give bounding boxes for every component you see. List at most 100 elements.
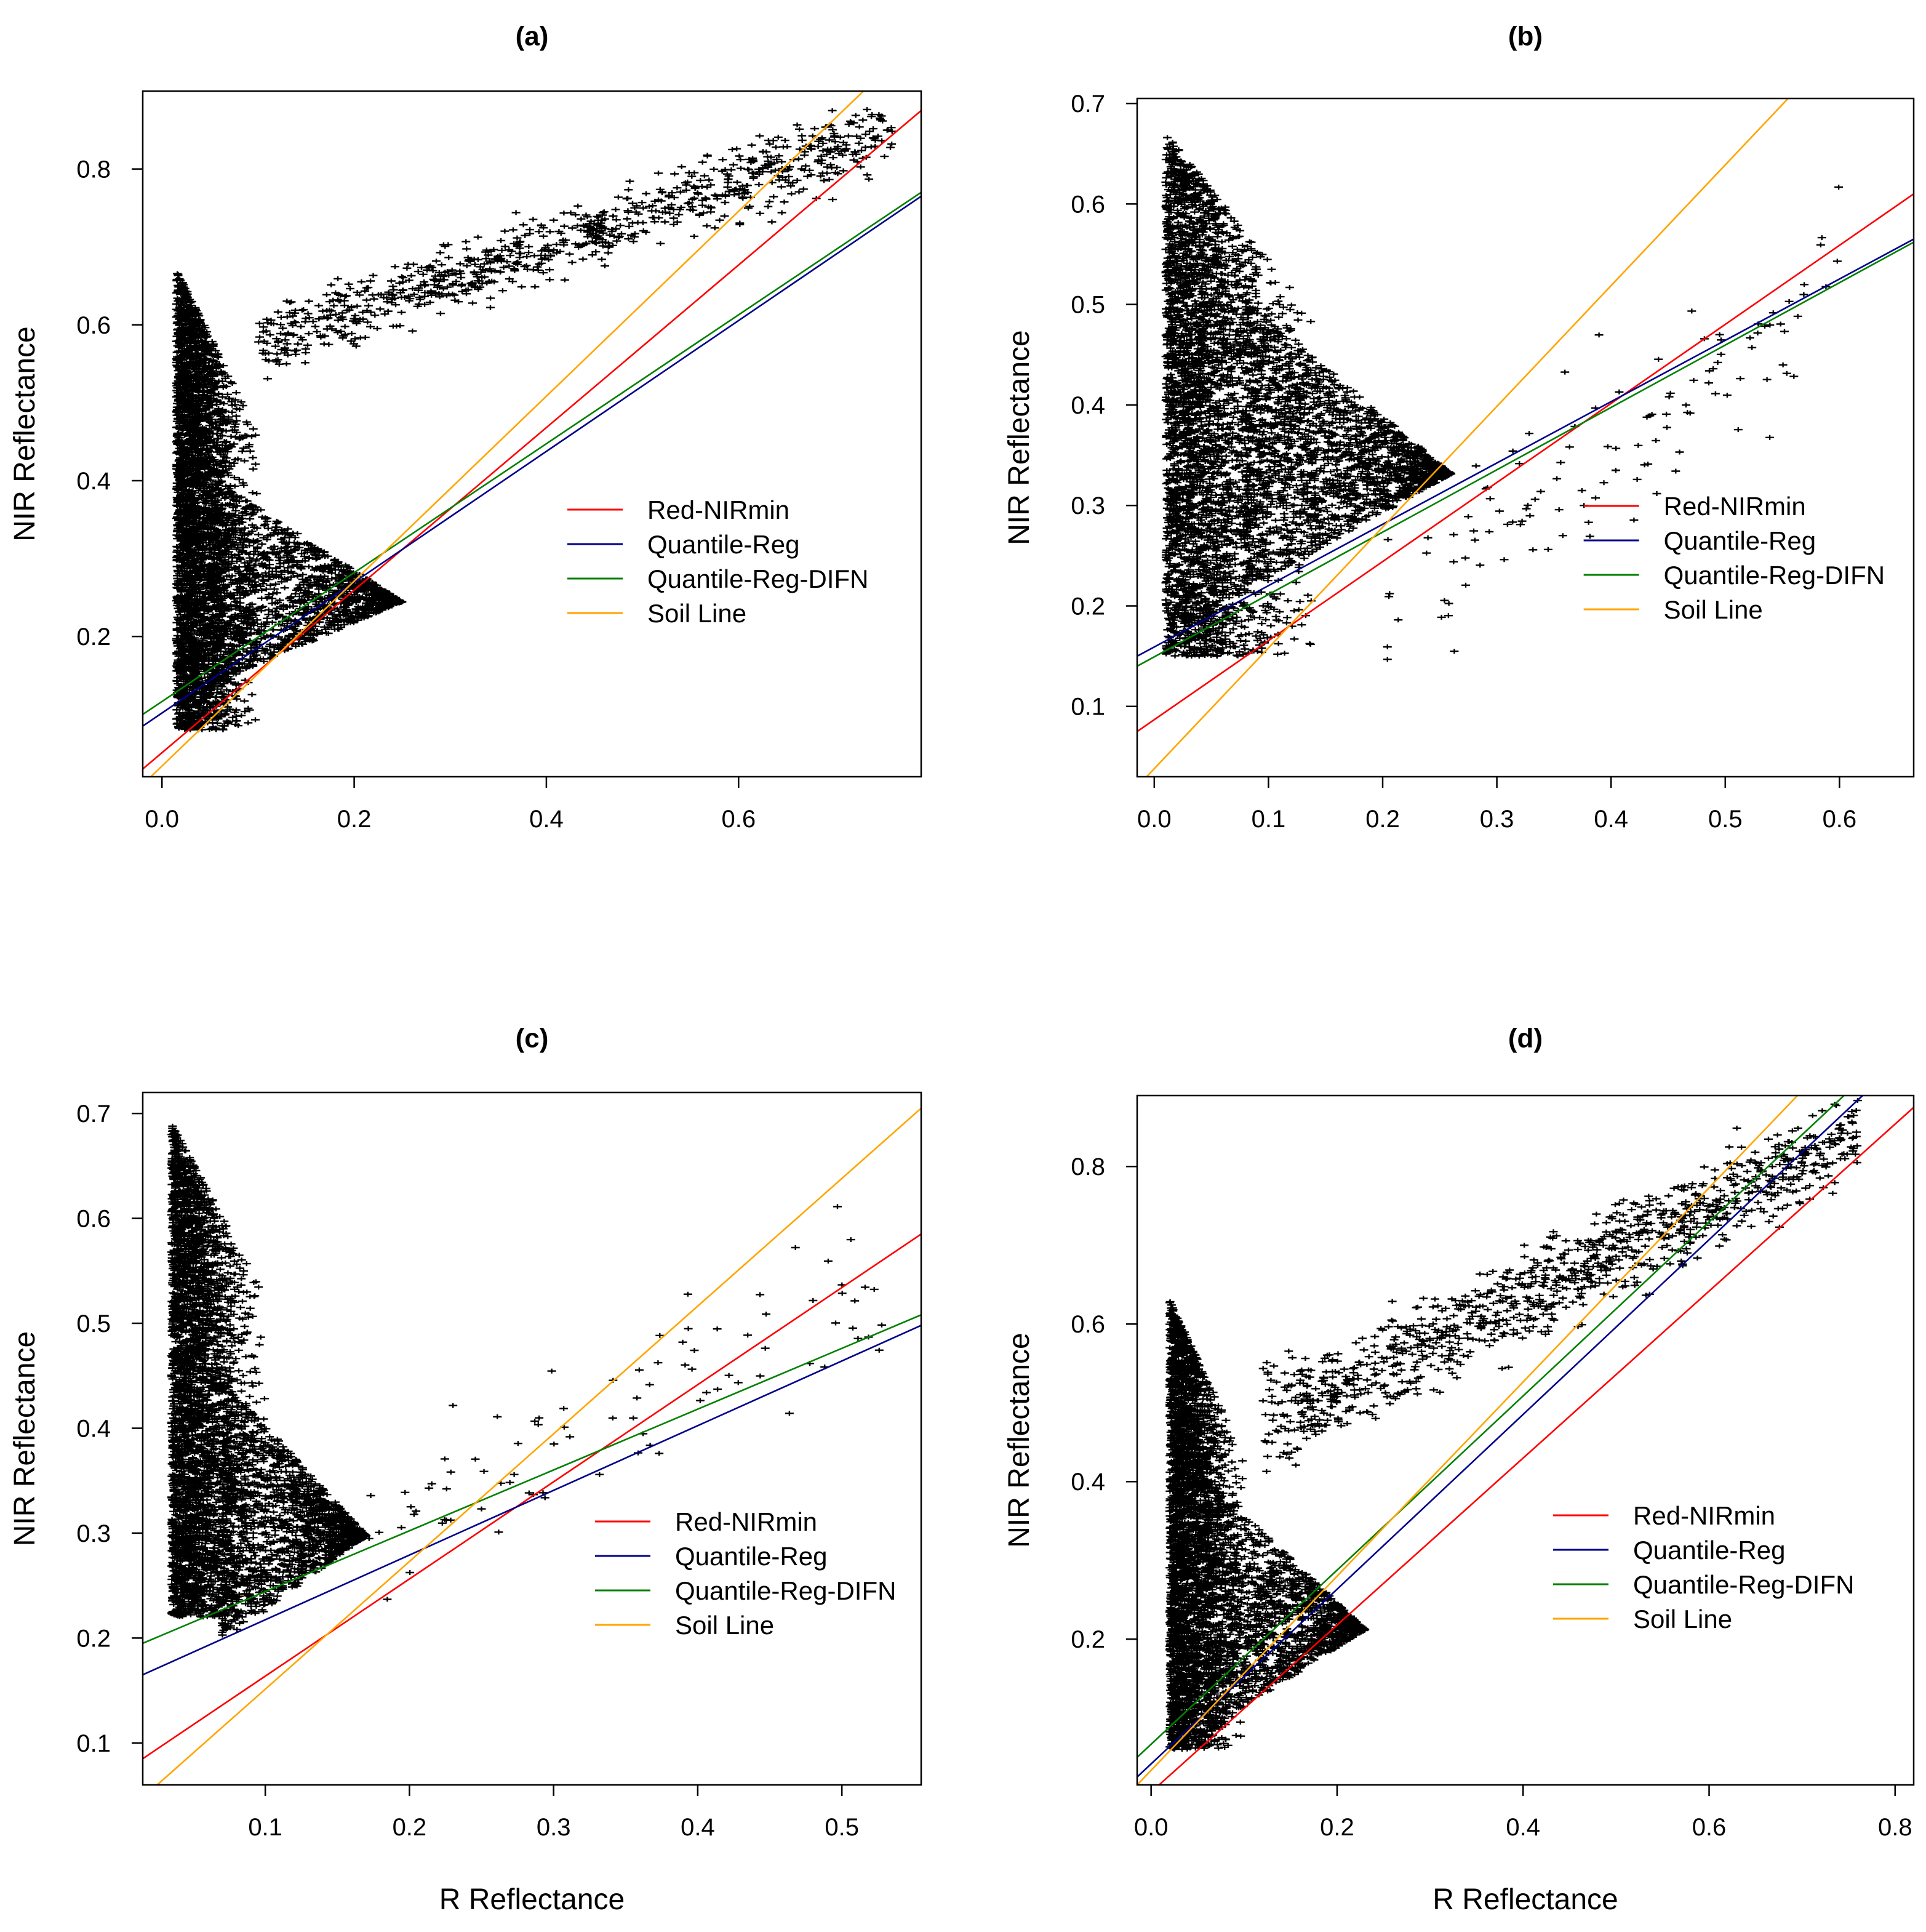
y-axis-label: NIR Reflectance [9,1331,41,1546]
x-tick-label: 0.2 [1365,806,1400,833]
legend-label: Quantile-Reg-DIFN [1664,561,1885,590]
y-tick-label: 0.4 [76,1415,111,1442]
x-tick-label: 0.2 [337,806,372,833]
y-tick-label: 0.5 [1071,292,1105,319]
y-tick-label: 0.6 [1071,191,1105,218]
x-tick-label: 0.5 [1708,806,1743,833]
panel-a: (a) 0.0 0.2 0.4 0.6 0.2 0.4 0.6 0.8 NIR Reflectan… [9,22,922,833]
line-quantile-reg [143,1325,921,1676]
x-tick-label: 0.8 [1878,1814,1912,1841]
y-tick-label: 0.7 [1071,90,1105,118]
plot-frame [1136,97,1915,778]
y-tick-label: 0.1 [1071,694,1105,721]
plot-frame [142,1091,922,1786]
line-soil-line [156,1107,921,1785]
scatter-marks [167,1123,886,1638]
y-tick-label: 0.2 [76,623,111,651]
x-tick-label: 0.4 [529,806,564,833]
legend-label: Red-NIRmin [1664,492,1806,521]
line-red-nirmin [143,110,921,770]
y-tick-label: 0.3 [76,1520,111,1547]
x-tick-label: 0.3 [1480,806,1514,833]
line-red-nirmin [1157,1107,1914,1785]
y-tick-label: 0.6 [76,1206,111,1233]
line-red-nirmin [1137,193,1914,732]
plot-frame [1136,1094,1915,1786]
x-axis-label: R Reflectance [439,1883,625,1916]
legend-label: Red-NIRmin [675,1507,817,1536]
x-tick-label: 0.6 [1823,806,1857,833]
panel-b: (b) 0.0 0.1 0.2 0.3 0.4 0.5 0.6 0.1 0.2 0.3 0.4 0.5 0… [1003,22,1915,833]
legend-label: Quantile-Reg-DIFN [1633,1570,1854,1599]
legend-label: Soil Line [1664,595,1763,624]
panel-title: (a) [516,22,549,52]
x-axis-label: R Reflectance [1433,1883,1618,1916]
line-quantile-reg [143,195,921,727]
y-tick-label: 0.7 [76,1100,111,1128]
line-soil-line [1137,1096,1799,1785]
x-tick-label: 0.4 [681,1814,715,1841]
panel-c: (c) 0.1 0.2 0.3 0.4 0.5 0.1 0.2 0.3 0.4 0.5 0.6 0.7 N… [9,1024,922,1916]
scatter-marks [1161,135,1844,662]
y-tick-label: 0.2 [1071,593,1105,620]
scatter-marks [172,106,897,732]
legend-label: Soil Line [1633,1605,1732,1633]
panel-d: (d) 0.0 0.2 0.4 0.6 0.8 0.2 0.4 0.6 0.8 NIR Reflec… [1003,1024,1915,1916]
x-tick-label: 0.0 [1137,806,1172,833]
legend-label: Quantile-Reg [1664,526,1816,555]
line-soil-line [1145,98,1789,777]
y-tick-label: 0.5 [76,1310,111,1337]
legend: Red-NIRmin Quantile-Reg Quantile-Reg-DIFN S… [595,1507,896,1640]
y-tick-label: 0.3 [1071,492,1105,519]
panel-title: (c) [516,1024,549,1054]
panel-title: (b) [1508,22,1543,52]
legend: Red-NIRmin Quantile-Reg Quantile-Reg-DIFN S… [1553,1501,1854,1633]
x-tick-label: 0.2 [393,1814,427,1841]
scatter-points [1165,1098,1862,1752]
x-tick-label: 0.1 [248,1814,282,1841]
y-tick-label: 0.4 [1071,392,1105,419]
legend: Red-NIRmin Quantile-Reg Quantile-Reg-DIFN S… [1583,492,1885,624]
scatter-marks [1165,1098,1862,1752]
plot-area [1137,98,1914,777]
line-quantile-reg-difn [1137,1096,1845,1758]
line-quantile-reg-difn [143,191,921,715]
x-tick-label: 0.1 [1252,806,1286,833]
y-axis-label: NIR Reflectance [1003,330,1036,545]
x-tick-label: 0.5 [825,1814,859,1841]
line-soil-line [150,91,865,777]
line-quantile-reg [1137,238,1914,657]
legend-label: Red-NIRmin [1633,1501,1775,1530]
legend-label: Soil Line [675,1611,774,1640]
plot-area [1137,1096,1914,1785]
x-tick-label: 0.0 [1134,1814,1169,1841]
y-tick-label: 0.1 [76,1730,111,1757]
panel-title: (d) [1508,1024,1543,1054]
x-tick-label: 0.0 [145,806,179,833]
line-red-nirmin [143,1233,921,1760]
plot-frame [142,90,922,778]
y-tick-label: 0.4 [76,468,111,495]
y-tick-label: 0.6 [1071,1311,1105,1338]
x-tick-label: 0.2 [1320,1814,1354,1841]
scatter-points [167,1123,886,1638]
y-tick-label: 0.8 [1071,1153,1105,1180]
legend-label: Quantile-Reg-DIFN [675,1576,896,1605]
y-tick-label: 0.8 [76,156,111,183]
y-tick-label: 0.6 [76,312,111,339]
y-axis-label: NIR Reflectance [1003,1333,1036,1547]
x-tick-label: 0.6 [1692,1814,1727,1841]
legend-label: Soil Line [647,599,746,628]
legend-label: Red-NIRmin [647,495,789,524]
x-tick-label: 0.4 [1594,806,1628,833]
y-axis-label: NIR Reflectance [9,326,41,541]
x-tick-label: 0.6 [721,806,756,833]
line-quantile-reg-difn [143,1314,921,1645]
x-tick-label: 0.3 [537,1814,571,1841]
legend-label: Quantile-Reg [675,1542,827,1571]
x-tick-label: 0.4 [1506,1814,1540,1841]
line-quantile-reg [1137,1096,1863,1778]
line-quantile-reg-difn [1137,241,1914,667]
legend: Red-NIRmin Quantile-Reg Quantile-Reg-DIFN S… [567,495,868,628]
